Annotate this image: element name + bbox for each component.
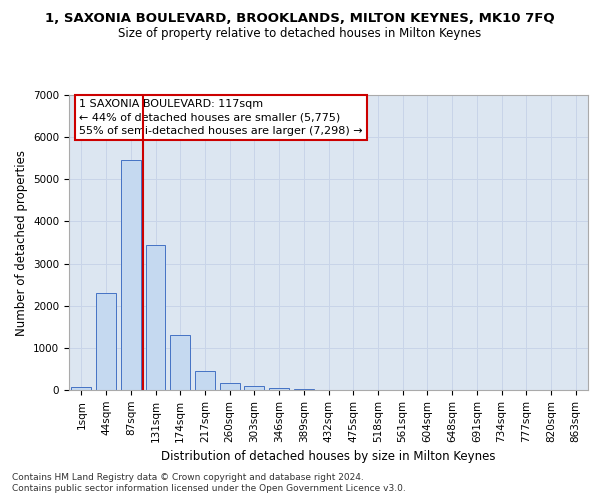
- Text: Contains public sector information licensed under the Open Government Licence v3: Contains public sector information licen…: [12, 484, 406, 493]
- Bar: [146, 246, 166, 390]
- Text: 1 SAXONIA BOULEVARD: 117sqm
← 44% of detached houses are smaller (5,775)
55% of : 1 SAXONIA BOULEVARD: 117sqm ← 44% of det…: [79, 100, 363, 136]
- Text: Contains HM Land Registry data © Crown copyright and database right 2024.: Contains HM Land Registry data © Crown c…: [12, 472, 364, 482]
- Bar: [220, 384, 239, 390]
- Bar: [71, 387, 91, 390]
- X-axis label: Distribution of detached houses by size in Milton Keynes: Distribution of detached houses by size …: [161, 450, 496, 463]
- Bar: [195, 370, 215, 390]
- Y-axis label: Number of detached properties: Number of detached properties: [14, 150, 28, 336]
- Text: 1, SAXONIA BOULEVARD, BROOKLANDS, MILTON KEYNES, MK10 7FQ: 1, SAXONIA BOULEVARD, BROOKLANDS, MILTON…: [45, 12, 555, 26]
- Bar: [244, 386, 264, 390]
- Bar: [294, 388, 314, 390]
- Text: Size of property relative to detached houses in Milton Keynes: Size of property relative to detached ho…: [118, 28, 482, 40]
- Bar: [269, 388, 289, 390]
- Bar: [96, 293, 116, 390]
- Bar: [170, 335, 190, 390]
- Bar: [121, 160, 140, 390]
